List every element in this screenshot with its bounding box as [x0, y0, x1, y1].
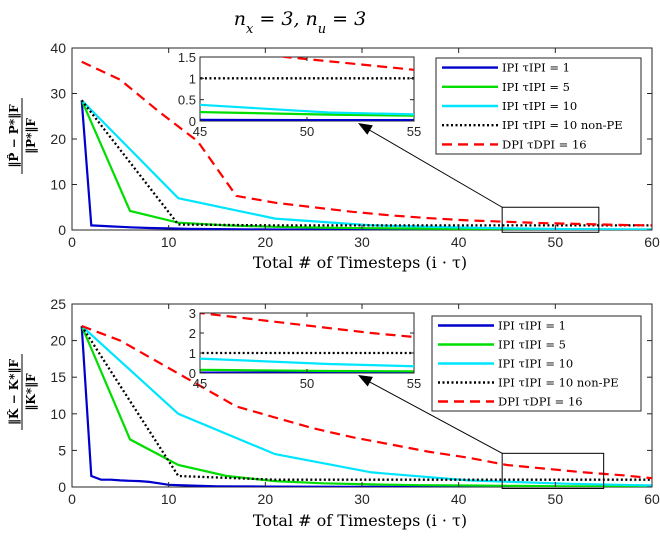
y-tick-label: 10	[50, 406, 66, 422]
inset-series-group	[200, 57, 414, 121]
zoom-box	[501, 452, 605, 489]
series-group	[80, 324, 652, 487]
zoom-arrow-head	[358, 123, 373, 135]
legend: IPI τIPI = 1 IPI τIPI = 5 IPI τIPI = 10 IPI…	[431, 315, 642, 412]
x-axis-label: Total # of Timesteps (i · τ)	[253, 511, 467, 530]
legend-label-4: IPI τIPI = 10 non-PE	[498, 376, 619, 390]
x-tick-label: 10	[161, 491, 177, 507]
x-tick-label: 60	[644, 491, 660, 507]
series-line-2	[80, 325, 652, 487]
x-tick-label: 0	[68, 234, 76, 250]
y-tick-label: 20	[50, 333, 66, 349]
x-axis-label: Total # of Timesteps (i · τ)	[253, 253, 467, 272]
y-label-denominator: ‖K*‖F	[24, 373, 38, 411]
y-tick-label: 10	[50, 177, 66, 193]
legend-label-4: IPI τIPI = 10 non-PE	[502, 118, 623, 132]
y-tick-label: 40	[50, 40, 66, 56]
zoom-arrow-line	[365, 127, 503, 208]
inset-x-tick-label: 55	[407, 376, 421, 391]
inset-y-tick-label: 0	[189, 114, 196, 129]
series-line-5	[81, 60, 652, 227]
inset-series-line-5	[200, 313, 414, 339]
series-line-3	[80, 325, 652, 487]
inset-x-tick-label: 50	[300, 376, 314, 391]
inset-y-tick-label: 0	[189, 366, 196, 381]
y-tick-label: 15	[50, 369, 66, 385]
inset-y-tick-label: 1.5	[178, 50, 196, 65]
legend-label-1: IPI τIPI = 1	[498, 319, 566, 333]
legend-label-3: IPI τIPI = 10	[502, 99, 577, 113]
series-line-3	[80, 99, 652, 230]
legend-label-2: IPI τIPI = 5	[498, 338, 566, 352]
legend-label-2: IPI τIPI = 5	[502, 80, 570, 94]
series-line-1	[80, 325, 652, 487]
y-tick-label: 25	[50, 296, 66, 312]
y-tick-label: 30	[50, 86, 66, 102]
inset-y-tick-label: 2	[189, 326, 196, 341]
figure-title: nx = 3, nu = 3	[234, 8, 366, 37]
inset-y-tick-label: 0.5	[178, 93, 196, 108]
x-tick-label: 40	[451, 491, 467, 507]
inset-y-tick-label: 3	[189, 306, 196, 321]
y-tick-label: 20	[50, 131, 66, 147]
inset-series-line-2	[200, 368, 414, 373]
x-tick-label: 40	[451, 234, 467, 250]
x-tick-label: 50	[548, 234, 564, 250]
zoom-box	[501, 206, 600, 233]
legend-label-5: DPI τDPI = 16	[502, 137, 587, 151]
inset-x-tick-label: 50	[300, 124, 314, 139]
inset-x-tick-label: 55	[407, 124, 421, 139]
y-label-denominator: ‖P*‖F	[24, 118, 38, 154]
inset-axes: 45 50 55 0 1 2 3	[189, 306, 421, 391]
x-tick-label: 60	[644, 234, 660, 250]
legend-label-5: DPI τDPI = 16	[498, 395, 583, 409]
inset-series-line-4	[200, 77, 414, 80]
inset-axes: 45 50 55 0 0.5 1 1.5	[178, 50, 421, 139]
y-label-numerator: ‖P̂ − P*‖F	[6, 104, 21, 168]
zoom-arrow-line	[365, 379, 503, 454]
x-tick-label: 20	[258, 234, 274, 250]
inset-x-tick-label: 45	[193, 376, 207, 391]
legend-label-3: IPI τIPI = 10	[498, 357, 573, 371]
inset-series-line-2	[200, 110, 414, 117]
inset-series-line-3	[200, 357, 414, 368]
inset-y-tick-label: 1	[189, 346, 196, 361]
inset-series-line-3	[200, 103, 414, 116]
inset-series-group	[200, 313, 414, 373]
x-tick-label: 20	[258, 491, 274, 507]
y-axis-label: ‖P̂ − P*‖F ‖P*‖F	[6, 98, 38, 174]
legend: IPI τIPI = 1 IPI τIPI = 5 IPI τIPI = 10 IPI…	[435, 57, 642, 155]
y-tick-label: 5	[58, 442, 66, 458]
x-tick-label: 10	[161, 234, 177, 250]
inset-x-tick-label: 45	[193, 124, 207, 139]
legend-label-1: IPI τIPI = 1	[502, 61, 570, 75]
zoom-arrow-head	[358, 375, 373, 387]
y-label-numerator: ‖K̂ − K*‖F	[6, 358, 21, 425]
x-tick-label: 30	[354, 491, 370, 507]
y-tick-label: 0	[58, 222, 66, 238]
x-tick-label: 30	[354, 234, 370, 250]
y-axis-label: ‖K̂ − K*‖F ‖K*‖F	[6, 354, 38, 430]
y-tick-label: 0	[58, 479, 66, 495]
x-tick-label: 0	[68, 491, 76, 507]
inset-y-tick-label: 1	[189, 71, 196, 86]
x-tick-label: 50	[548, 491, 564, 507]
inset-series-line-4	[200, 351, 414, 355]
